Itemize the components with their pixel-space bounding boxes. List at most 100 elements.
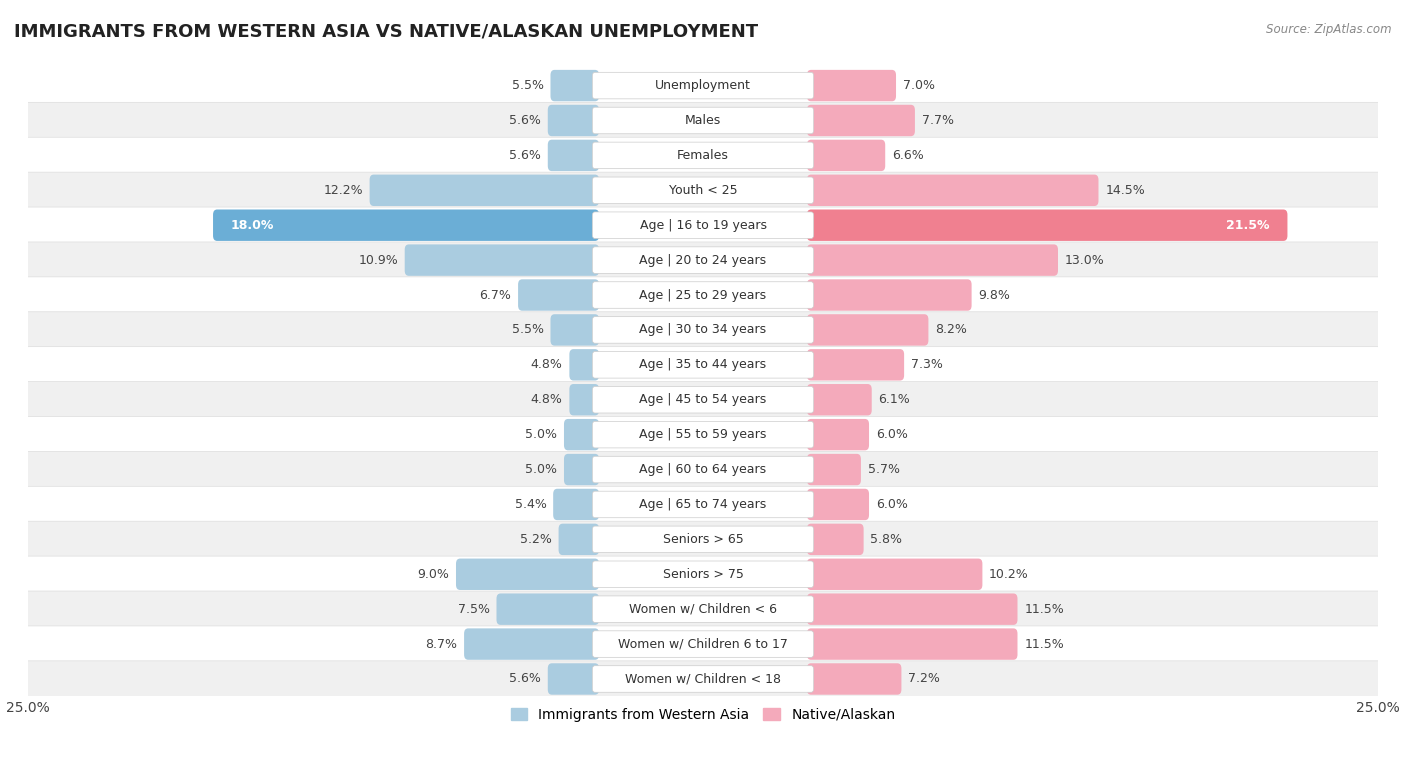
- Text: 10.2%: 10.2%: [990, 568, 1029, 581]
- FancyBboxPatch shape: [807, 140, 886, 171]
- Text: 7.5%: 7.5%: [458, 603, 489, 615]
- FancyBboxPatch shape: [28, 382, 1378, 418]
- Text: 13.0%: 13.0%: [1064, 254, 1105, 266]
- FancyBboxPatch shape: [807, 175, 1098, 206]
- Text: Females: Females: [678, 149, 728, 162]
- FancyBboxPatch shape: [28, 102, 1378, 139]
- FancyBboxPatch shape: [517, 279, 599, 310]
- Text: Women w/ Children < 6: Women w/ Children < 6: [628, 603, 778, 615]
- FancyBboxPatch shape: [28, 626, 1378, 662]
- Text: 5.0%: 5.0%: [526, 463, 557, 476]
- FancyBboxPatch shape: [28, 661, 1378, 697]
- FancyBboxPatch shape: [592, 351, 814, 378]
- FancyBboxPatch shape: [807, 628, 1018, 660]
- FancyBboxPatch shape: [553, 489, 599, 520]
- Text: 4.8%: 4.8%: [530, 393, 562, 407]
- Text: 7.0%: 7.0%: [903, 79, 935, 92]
- Text: 11.5%: 11.5%: [1024, 637, 1064, 650]
- FancyBboxPatch shape: [370, 175, 599, 206]
- FancyBboxPatch shape: [28, 451, 1378, 488]
- FancyBboxPatch shape: [807, 245, 1057, 276]
- Text: Age | 25 to 29 years: Age | 25 to 29 years: [640, 288, 766, 301]
- Text: 5.8%: 5.8%: [870, 533, 903, 546]
- FancyBboxPatch shape: [807, 279, 972, 310]
- Text: 5.6%: 5.6%: [509, 114, 541, 127]
- FancyBboxPatch shape: [28, 67, 1378, 104]
- FancyBboxPatch shape: [28, 137, 1378, 173]
- FancyBboxPatch shape: [592, 247, 814, 273]
- Text: Seniors > 65: Seniors > 65: [662, 533, 744, 546]
- Text: 4.8%: 4.8%: [530, 358, 562, 372]
- Text: 12.2%: 12.2%: [323, 184, 363, 197]
- FancyBboxPatch shape: [496, 593, 599, 625]
- Text: 5.6%: 5.6%: [509, 672, 541, 686]
- FancyBboxPatch shape: [807, 489, 869, 520]
- FancyBboxPatch shape: [592, 212, 814, 238]
- FancyBboxPatch shape: [28, 522, 1378, 557]
- Text: Age | 16 to 19 years: Age | 16 to 19 years: [640, 219, 766, 232]
- FancyBboxPatch shape: [28, 486, 1378, 522]
- FancyBboxPatch shape: [592, 631, 814, 657]
- FancyBboxPatch shape: [807, 524, 863, 555]
- Text: 21.5%: 21.5%: [1226, 219, 1270, 232]
- Text: 10.9%: 10.9%: [359, 254, 398, 266]
- FancyBboxPatch shape: [28, 312, 1378, 348]
- FancyBboxPatch shape: [28, 347, 1378, 383]
- Text: Age | 30 to 34 years: Age | 30 to 34 years: [640, 323, 766, 336]
- FancyBboxPatch shape: [28, 207, 1378, 243]
- FancyBboxPatch shape: [28, 277, 1378, 313]
- FancyBboxPatch shape: [456, 559, 599, 590]
- FancyBboxPatch shape: [592, 142, 814, 169]
- FancyBboxPatch shape: [807, 104, 915, 136]
- Text: 7.2%: 7.2%: [908, 672, 941, 686]
- FancyBboxPatch shape: [548, 140, 599, 171]
- FancyBboxPatch shape: [551, 70, 599, 101]
- Text: IMMIGRANTS FROM WESTERN ASIA VS NATIVE/ALASKAN UNEMPLOYMENT: IMMIGRANTS FROM WESTERN ASIA VS NATIVE/A…: [14, 23, 758, 41]
- FancyBboxPatch shape: [28, 242, 1378, 279]
- Text: 5.7%: 5.7%: [868, 463, 900, 476]
- Text: Source: ZipAtlas.com: Source: ZipAtlas.com: [1267, 23, 1392, 36]
- FancyBboxPatch shape: [807, 559, 983, 590]
- FancyBboxPatch shape: [569, 384, 599, 416]
- FancyBboxPatch shape: [807, 663, 901, 695]
- FancyBboxPatch shape: [592, 561, 814, 587]
- Text: 9.8%: 9.8%: [979, 288, 1011, 301]
- Text: 6.0%: 6.0%: [876, 498, 908, 511]
- FancyBboxPatch shape: [807, 70, 896, 101]
- Text: Age | 55 to 59 years: Age | 55 to 59 years: [640, 428, 766, 441]
- FancyBboxPatch shape: [564, 454, 599, 485]
- FancyBboxPatch shape: [592, 526, 814, 553]
- Text: 5.2%: 5.2%: [520, 533, 551, 546]
- Text: Age | 65 to 74 years: Age | 65 to 74 years: [640, 498, 766, 511]
- FancyBboxPatch shape: [592, 73, 814, 99]
- FancyBboxPatch shape: [807, 454, 860, 485]
- Text: 6.7%: 6.7%: [479, 288, 512, 301]
- Text: 5.5%: 5.5%: [512, 323, 544, 336]
- FancyBboxPatch shape: [807, 349, 904, 381]
- FancyBboxPatch shape: [807, 384, 872, 416]
- FancyBboxPatch shape: [28, 556, 1378, 593]
- Text: 8.7%: 8.7%: [426, 637, 457, 650]
- Text: 5.4%: 5.4%: [515, 498, 547, 511]
- FancyBboxPatch shape: [558, 524, 599, 555]
- Text: 9.0%: 9.0%: [418, 568, 450, 581]
- Legend: Immigrants from Western Asia, Native/Alaskan: Immigrants from Western Asia, Native/Ala…: [505, 702, 901, 727]
- FancyBboxPatch shape: [464, 628, 599, 660]
- FancyBboxPatch shape: [28, 172, 1378, 208]
- Text: 6.1%: 6.1%: [879, 393, 910, 407]
- Text: 6.6%: 6.6%: [891, 149, 924, 162]
- FancyBboxPatch shape: [592, 596, 814, 622]
- FancyBboxPatch shape: [592, 177, 814, 204]
- FancyBboxPatch shape: [592, 422, 814, 448]
- Text: 5.5%: 5.5%: [512, 79, 544, 92]
- Text: Women w/ Children < 18: Women w/ Children < 18: [626, 672, 780, 686]
- FancyBboxPatch shape: [28, 591, 1378, 628]
- FancyBboxPatch shape: [807, 314, 928, 346]
- Text: 5.6%: 5.6%: [509, 149, 541, 162]
- Text: Age | 20 to 24 years: Age | 20 to 24 years: [640, 254, 766, 266]
- Text: Age | 45 to 54 years: Age | 45 to 54 years: [640, 393, 766, 407]
- FancyBboxPatch shape: [592, 316, 814, 343]
- Text: Age | 35 to 44 years: Age | 35 to 44 years: [640, 358, 766, 372]
- Text: 7.7%: 7.7%: [922, 114, 953, 127]
- FancyBboxPatch shape: [807, 419, 869, 450]
